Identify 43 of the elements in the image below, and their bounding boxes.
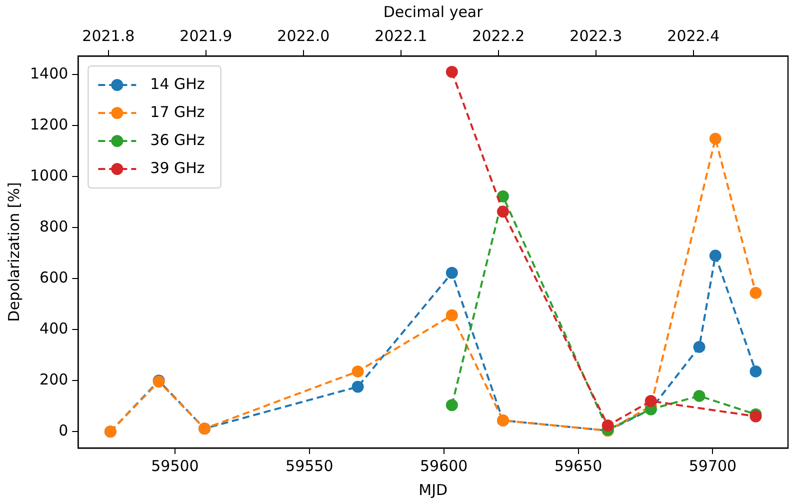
point <box>709 132 722 145</box>
y-tick-label: 1000 <box>30 166 68 184</box>
point <box>446 309 458 322</box>
point <box>496 190 509 202</box>
x-tick-label: 59600 <box>420 456 468 475</box>
x-tick-label: 59500 <box>151 456 199 475</box>
point <box>693 340 706 353</box>
legend-label: 36 GHz <box>150 130 205 149</box>
x2-tick-label: 2022.2 <box>472 26 525 45</box>
point <box>644 395 657 408</box>
x2-tick-label: 2021.9 <box>180 26 232 45</box>
y-axis-title: Depolarization [%] <box>4 182 23 322</box>
point <box>750 365 762 378</box>
legend-label: 17 GHz <box>150 102 205 121</box>
x-tick-label: 59700 <box>688 456 737 475</box>
y-tick-label: 1400 <box>30 64 68 82</box>
y-tick-label: 400 <box>40 319 68 338</box>
point <box>496 206 509 218</box>
legend-label: 14 GHz <box>150 74 205 93</box>
legend-label: 39 GHz <box>150 158 205 177</box>
x2-tick-label: 2021.8 <box>82 26 135 45</box>
point <box>750 286 762 299</box>
x2-tick-label: 2022.0 <box>277 26 330 45</box>
point <box>446 399 458 412</box>
y-tick-label: 1200 <box>30 115 68 134</box>
point <box>446 66 458 78</box>
point <box>693 390 706 402</box>
x-axis-title: MJD <box>418 480 448 499</box>
x2-axis-title: Decimal year <box>383 2 484 21</box>
y-tick-label: 200 <box>40 370 68 389</box>
point <box>352 380 364 393</box>
point <box>446 266 458 279</box>
y-tick-label: 0 <box>58 422 68 440</box>
point <box>602 420 614 432</box>
x2-tick-label: 2022.4 <box>667 26 720 45</box>
x2-tick-label: 2022.3 <box>570 26 622 45</box>
x2-tick-label: 2022.1 <box>374 26 428 45</box>
point <box>709 250 722 262</box>
point <box>352 365 364 378</box>
y-tick-label: 800 <box>40 217 68 236</box>
x-tick-label: 59650 <box>554 456 602 475</box>
y-tick-label: 600 <box>40 268 68 286</box>
x-tick-label: 59550 <box>286 456 334 475</box>
